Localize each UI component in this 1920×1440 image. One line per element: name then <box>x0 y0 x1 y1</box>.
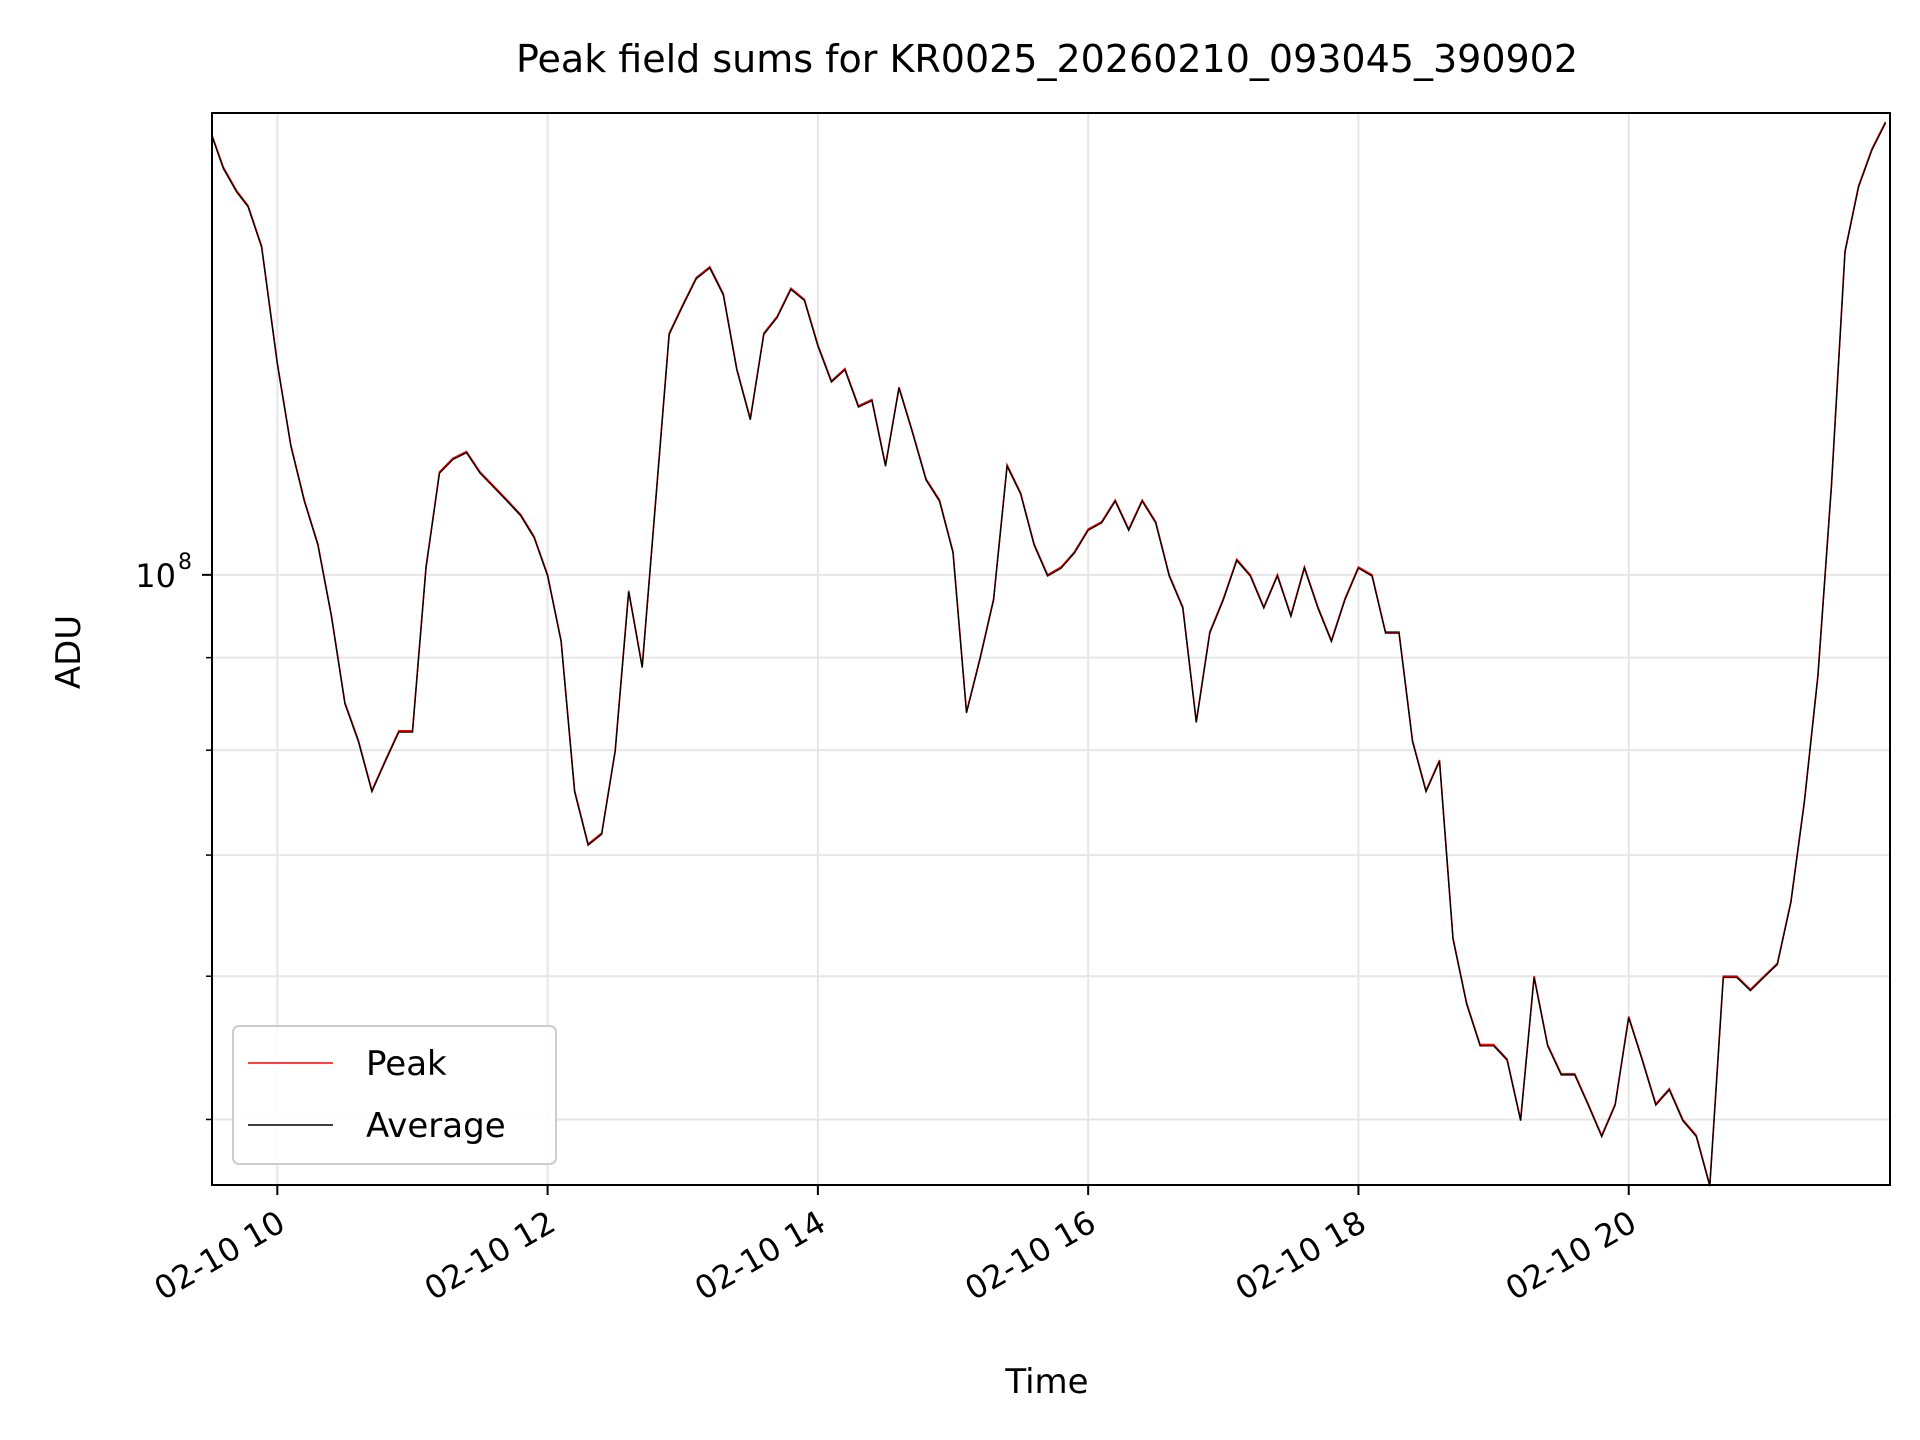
y-tick-label: 10 <box>135 557 176 595</box>
chart-title: Peak field sums for KR0025_20260210_0930… <box>516 37 1578 81</box>
y-tick-label-exponent: 8 <box>178 550 192 575</box>
legend-label-peak: Peak <box>366 1044 447 1084</box>
plot-frame <box>211 112 1891 1186</box>
legend-label-average: Average <box>366 1106 506 1146</box>
y-axis-label: ADU <box>49 615 89 689</box>
y-axis-ticks: 10 8 <box>135 550 212 1121</box>
legend: Peak Average <box>232 1025 557 1165</box>
series-line-average <box>211 122 1887 1187</box>
x-axis-label: Time <box>1004 1362 1088 1402</box>
legend-box <box>232 1025 557 1165</box>
